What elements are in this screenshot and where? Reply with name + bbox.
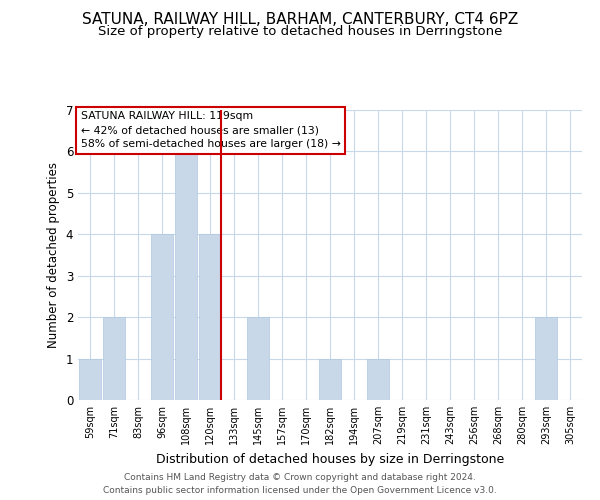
Y-axis label: Number of detached properties: Number of detached properties [47,162,60,348]
Bar [175,152,197,400]
Bar [535,317,557,400]
Bar [319,358,341,400]
Text: Contains HM Land Registry data © Crown copyright and database right 2024.
Contai: Contains HM Land Registry data © Crown c… [103,474,497,495]
Text: SATUNA, RAILWAY HILL, BARHAM, CANTERBURY, CT4 6PZ: SATUNA, RAILWAY HILL, BARHAM, CANTERBURY… [82,12,518,28]
Bar [199,234,221,400]
Bar [247,317,269,400]
Bar [103,317,125,400]
Bar [79,358,101,400]
Text: Size of property relative to detached houses in Derringstone: Size of property relative to detached ho… [98,25,502,38]
Bar [151,234,173,400]
X-axis label: Distribution of detached houses by size in Derringstone: Distribution of detached houses by size … [156,452,504,466]
Text: SATUNA RAILWAY HILL: 119sqm
← 42% of detached houses are smaller (13)
58% of sem: SATUNA RAILWAY HILL: 119sqm ← 42% of det… [80,112,340,150]
Bar [367,358,389,400]
